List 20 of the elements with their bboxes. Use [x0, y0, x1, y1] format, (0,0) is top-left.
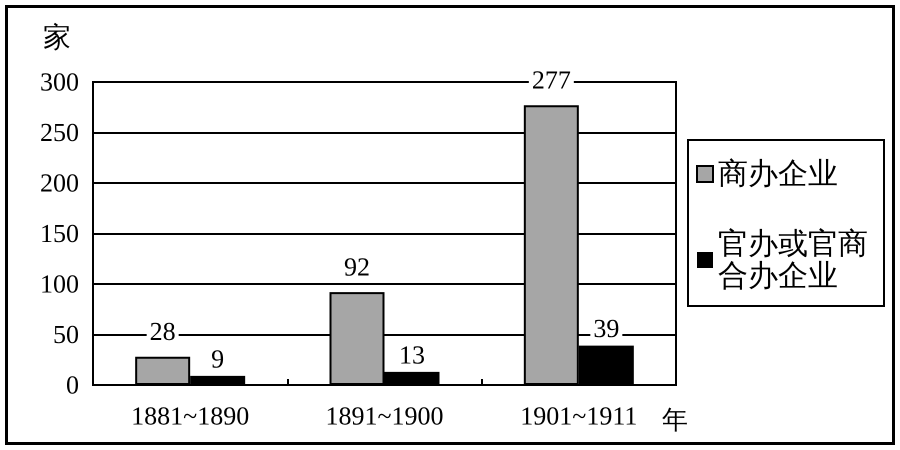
data-label: 277 — [532, 66, 571, 95]
data-label: 92 — [344, 252, 370, 282]
y-tick-label: 0 — [66, 370, 79, 400]
data-label: 9 — [211, 344, 224, 374]
x-tick-label: 1891~1900 — [325, 402, 444, 430]
data-label: 39 — [593, 314, 620, 344]
x-axis-title: 年 — [662, 406, 688, 434]
y-tick-label: 200 — [40, 168, 79, 198]
y-tick-label: 50 — [53, 320, 79, 349]
legend-label: 商办企业 — [718, 158, 838, 190]
y-tick-label: 250 — [40, 118, 79, 147]
x-tick-label: 1901~1911 — [520, 402, 638, 430]
x-tick-label: 1881~1890 — [131, 402, 250, 430]
data-label: 13 — [399, 340, 425, 370]
y-tick-label: 300 — [40, 68, 79, 96]
y-axis-title: 家 — [43, 22, 71, 54]
data-label: 28 — [150, 317, 176, 346]
legend-label: 官办或官商合办企业 — [718, 228, 868, 292]
y-tick-label: 150 — [40, 219, 79, 248]
y-tick-label: 100 — [40, 270, 79, 298]
